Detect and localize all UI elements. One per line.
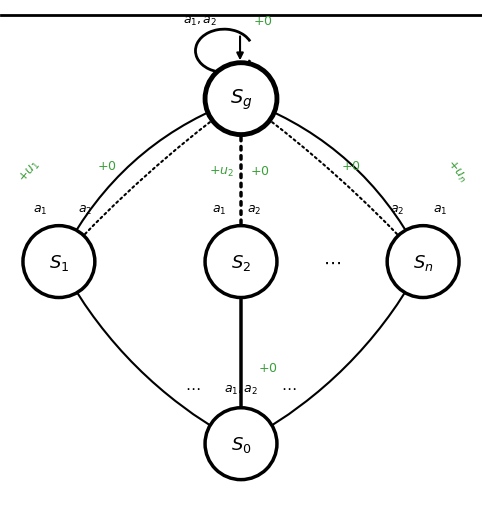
Circle shape (387, 226, 459, 298)
Text: $S_n$: $S_n$ (413, 252, 433, 272)
Text: $\cdots$: $\cdots$ (281, 379, 296, 394)
Text: $\cdots$: $\cdots$ (323, 253, 341, 271)
Text: $S_0$: $S_0$ (231, 434, 251, 454)
Text: $S_2$: $S_2$ (231, 252, 251, 272)
Text: $a_2$: $a_2$ (78, 204, 93, 217)
Text: $\cdots$: $\cdots$ (186, 379, 201, 394)
Text: $a_1$: $a_1$ (32, 204, 47, 217)
Text: $S_g$: $S_g$ (230, 87, 252, 112)
Circle shape (205, 64, 277, 135)
Text: $a_1, a_2$: $a_1, a_2$ (183, 15, 217, 28)
Text: $a_1$: $a_1$ (433, 204, 447, 217)
Circle shape (23, 226, 95, 298)
Text: $a_1, a_2$: $a_1, a_2$ (224, 383, 258, 396)
Text: $a_1$: $a_1$ (212, 204, 227, 217)
Circle shape (205, 408, 277, 480)
Text: $a_2$: $a_2$ (389, 204, 404, 217)
Text: $a_2$: $a_2$ (247, 204, 262, 217)
Text: $+u_1$: $+u_1$ (17, 157, 43, 185)
Text: $+0$: $+0$ (253, 15, 272, 28)
Text: $+0$: $+0$ (97, 160, 117, 173)
Text: $+u_2$: $+u_2$ (209, 164, 234, 178)
Text: $+u_n$: $+u_n$ (443, 157, 470, 185)
Text: $+0$: $+0$ (257, 361, 277, 374)
Text: $S_1$: $S_1$ (49, 252, 69, 272)
Text: $+0$: $+0$ (250, 165, 270, 178)
Text: $+0$: $+0$ (341, 160, 361, 173)
Circle shape (205, 226, 277, 298)
